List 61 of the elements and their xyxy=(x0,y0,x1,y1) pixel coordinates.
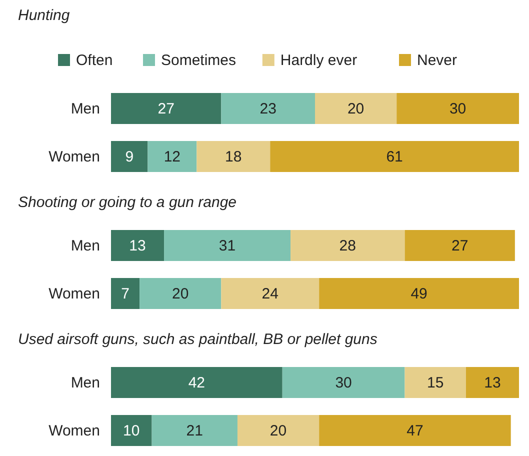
bar xyxy=(404,367,466,398)
bar xyxy=(282,367,405,398)
data-label: 10 xyxy=(123,422,140,440)
y-tick-label: Men xyxy=(70,238,100,254)
bar xyxy=(319,415,511,446)
bar xyxy=(404,230,515,261)
legend-label: Sometimes xyxy=(161,52,236,69)
data-label: 42 xyxy=(188,374,206,392)
data-label: 15 xyxy=(427,374,444,392)
data-label: 27 xyxy=(158,100,174,118)
bar xyxy=(111,93,222,124)
data-label: 18 xyxy=(225,148,242,166)
data-label: 49 xyxy=(410,286,428,302)
bar xyxy=(111,415,152,446)
bar xyxy=(148,141,197,172)
y-tick-label: Men xyxy=(70,100,100,118)
data-label: 12 xyxy=(164,148,181,166)
bar xyxy=(221,278,320,309)
bar xyxy=(319,278,519,309)
bar xyxy=(396,93,519,124)
bar xyxy=(196,141,270,172)
bar xyxy=(466,367,519,398)
bar xyxy=(152,415,238,446)
data-label: 61 xyxy=(386,148,403,166)
bar xyxy=(111,230,164,261)
data-label: 9 xyxy=(125,148,134,166)
data-label: 13 xyxy=(129,238,146,254)
data-label: 13 xyxy=(484,374,501,392)
bar xyxy=(111,367,282,398)
bar xyxy=(164,230,291,261)
legend-label: Often xyxy=(76,52,113,69)
data-label: 20 xyxy=(270,422,287,440)
y-tick-label: Women xyxy=(48,422,100,440)
chart-title: Shooting or going to a gun range xyxy=(18,194,237,211)
bar xyxy=(111,141,148,172)
legend-label: Never xyxy=(417,52,458,69)
y-tick-label: Men xyxy=(70,374,100,392)
legend-label: Hardly ever xyxy=(280,52,358,69)
bar xyxy=(140,278,222,309)
bar xyxy=(237,415,320,446)
data-label: 20 xyxy=(172,286,189,302)
chart-title: Used airsoft guns, such as paintball, BB or pellet guns xyxy=(18,331,378,348)
bar xyxy=(221,93,315,124)
data-label: 30 xyxy=(335,374,352,392)
chart-title: Hunting xyxy=(18,7,70,24)
y-tick-label: Women xyxy=(48,148,100,166)
bar xyxy=(111,278,140,309)
data-label: 47 xyxy=(406,422,424,440)
data-label: 28 xyxy=(339,238,356,254)
data-label: 21 xyxy=(186,422,203,440)
data-label: 20 xyxy=(347,100,364,118)
data-label: 23 xyxy=(260,100,276,118)
bar xyxy=(315,93,397,124)
y-tick-label: Women xyxy=(48,286,100,302)
bar xyxy=(290,230,405,261)
data-label: 24 xyxy=(262,286,278,302)
data-label: 30 xyxy=(449,100,466,118)
data-label: 31 xyxy=(218,238,236,254)
bar xyxy=(270,141,519,172)
data-label: 27 xyxy=(451,238,468,254)
data-label: 7 xyxy=(121,286,130,302)
